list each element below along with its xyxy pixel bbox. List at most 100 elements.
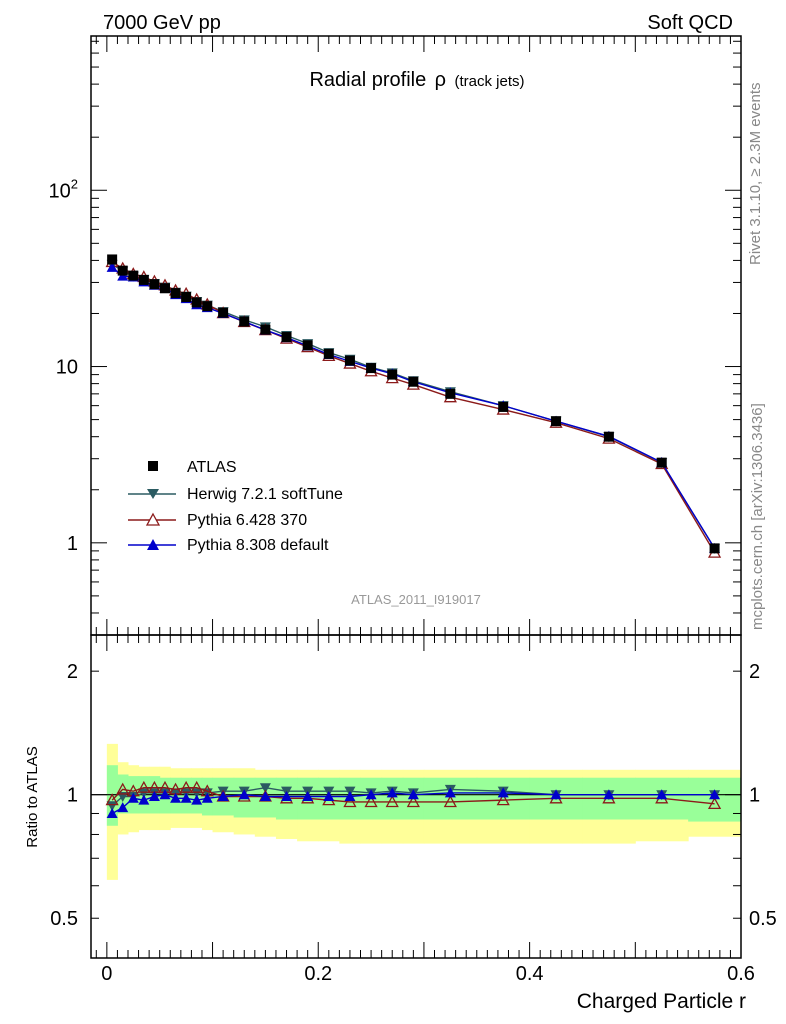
analysis-label: ATLAS_2011_I919017	[351, 592, 481, 607]
data-point-atlas	[445, 388, 456, 399]
ratio-point-pythia-8-308-default	[201, 792, 213, 803]
ratio-y-tick-label-left: 2	[67, 661, 78, 683]
ratio-point-herwig-7-2-1-softtune	[191, 788, 203, 799]
ratio-point-pythia-6-428-370	[496, 793, 510, 806]
ratio-panel: 0.5 0.5 1 1 2 2 0 0.2 0.4 0.6	[50, 634, 777, 985]
data-point-atlas	[128, 270, 139, 281]
ratio-point-pythia-6-428-370	[385, 795, 399, 808]
data-point-atlas	[159, 283, 170, 294]
ratio-point-pythia-8-308-default	[281, 790, 293, 801]
ratio-point-pythia-6-428-370	[443, 795, 457, 808]
ratio-point-pythia-8-308-default	[302, 790, 314, 801]
ratio-point-pythia-8-308-default	[148, 790, 160, 801]
ratio-y-tick-label-left: 1	[67, 785, 78, 807]
ratio-y-axis-label: Ratio to ATLAS	[24, 746, 41, 847]
main-y-tick-label: 1	[67, 533, 78, 555]
legend-pythia6-label: Pythia 6.428 370	[187, 512, 307, 529]
ratio-point-pythia-8-308-default	[159, 789, 171, 800]
ratio-y-tick-label-left: 0.5	[50, 908, 78, 930]
data-point-atlas	[408, 376, 419, 387]
x-tick-label: 0.2	[304, 963, 332, 985]
ratio-point-pythia-6-428-370	[105, 793, 119, 806]
data-point-atlas	[656, 457, 667, 468]
data-point-atlas	[107, 254, 118, 265]
data-point-atlas	[323, 348, 334, 359]
ratio-point-pythia-6-428-370	[137, 780, 151, 793]
ratio-point-pythia-8-308-default	[550, 789, 562, 800]
legend-atlas-marker	[148, 461, 158, 471]
main-title-suffix: (track jets)	[455, 73, 525, 90]
ratio-point-pythia-8-308-default	[259, 790, 271, 801]
ratio-point-pythia-8-308-default	[656, 789, 668, 800]
ratio-point-pythia-8-308-default	[407, 789, 419, 800]
data-point-atlas	[181, 292, 192, 303]
main-title-symbol: ρ	[435, 69, 446, 91]
category-label: Soft QCD	[647, 12, 733, 34]
data-point-atlas	[239, 316, 250, 327]
ratio-point-pythia-8-308-default	[444, 787, 456, 798]
ratio-point-pythia-6-428-370	[190, 780, 204, 793]
ratio-point-pythia-8-308-default	[497, 787, 509, 798]
rivet-version-label: Rivet 3.1.10, ≥ 2.3M events	[747, 83, 764, 266]
data-point-pythia-8-308-default	[106, 261, 118, 272]
ratio-band-inner	[423, 777, 478, 820]
ratio-y-tick-label-right: 1	[749, 785, 760, 807]
data-point-atlas	[170, 288, 181, 299]
main-y-tick-label: 102	[49, 176, 78, 202]
ratio-point-pythia-8-308-default	[191, 794, 203, 805]
legend-herwig-label: Herwig 7.2.1 softTune	[187, 486, 343, 503]
ratio-point-pythia-8-308-default	[170, 792, 182, 803]
ratio-point-pythia-6-428-370	[179, 780, 193, 793]
ratio-point-pythia-8-308-default	[386, 787, 398, 798]
data-point-atlas	[260, 324, 271, 335]
x-tick-label: 0.6	[727, 963, 755, 985]
ratio-point-pythia-8-308-default	[106, 807, 118, 818]
main-panel: 1 10 102	[49, 35, 742, 636]
data-point-atlas	[498, 401, 509, 412]
ratio-point-pythia-8-308-default	[344, 790, 356, 801]
legend-pythia8-marker	[147, 539, 159, 550]
ratio-point-pythia-8-308-default	[365, 789, 377, 800]
ratio-y-tick-label-right: 2	[749, 661, 760, 683]
legend: ATLAS Herwig 7.2.1 softTune Pythia 6.428…	[128, 459, 343, 554]
ratio-point-pythia-8-308-default	[603, 789, 615, 800]
ratio-point-pythia-6-428-370	[364, 795, 378, 808]
source-label: mcplots.cern.ch [arXiv:1306.3436]	[749, 403, 766, 630]
ratio-point-herwig-7-2-1-softtune	[138, 788, 150, 799]
data-point-atlas	[709, 543, 720, 554]
legend-herwig-marker	[147, 489, 159, 499]
data-point-atlas	[191, 297, 202, 308]
ratio-point-pythia-6-428-370	[343, 795, 357, 808]
data-point-atlas	[551, 416, 562, 427]
x-tick-label: 0.4	[516, 963, 544, 985]
ratio-point-pythia-6-428-370	[707, 796, 722, 809]
data-point-atlas	[603, 431, 614, 442]
energy-label: 7000 GeV pp	[103, 12, 221, 34]
ratio-point-pythia-6-428-370	[406, 795, 420, 808]
data-point-atlas	[366, 363, 377, 374]
ratio-y-tick-label-right: 0.5	[749, 908, 777, 930]
ratio-frame	[90, 634, 742, 959]
main-title: Radial profile ρ (track jets)	[309, 69, 524, 91]
ratio-point-herwig-7-2-1-softtune	[106, 801, 118, 812]
ratio-point-pythia-8-308-default	[117, 802, 129, 813]
ratio-point-pythia-8-308-default	[709, 789, 721, 800]
ratio-point-pythia-8-308-default	[138, 794, 150, 805]
legend-atlas-label: ATLAS	[187, 459, 237, 476]
ratio-point-pythia-8-308-default	[217, 790, 229, 801]
legend-pythia8-label: Pythia 8.308 default	[187, 537, 329, 554]
main-title-text: Radial profile	[309, 69, 426, 91]
ratio-point-pythia-8-308-default	[323, 790, 335, 801]
data-point-atlas	[149, 279, 160, 290]
data-point-atlas	[387, 369, 398, 380]
ratio-point-pythia-6-428-370	[116, 782, 130, 795]
ratio-point-pythia-8-308-default	[180, 792, 192, 803]
data-point-atlas	[218, 307, 229, 318]
data-point-atlas	[344, 355, 355, 366]
x-axis-label: Charged Particle r	[577, 990, 746, 1013]
data-point-atlas	[202, 301, 213, 312]
legend-pythia6-marker	[145, 512, 161, 526]
data-point-atlas	[281, 332, 292, 343]
ratio-band-inner	[381, 777, 404, 820]
